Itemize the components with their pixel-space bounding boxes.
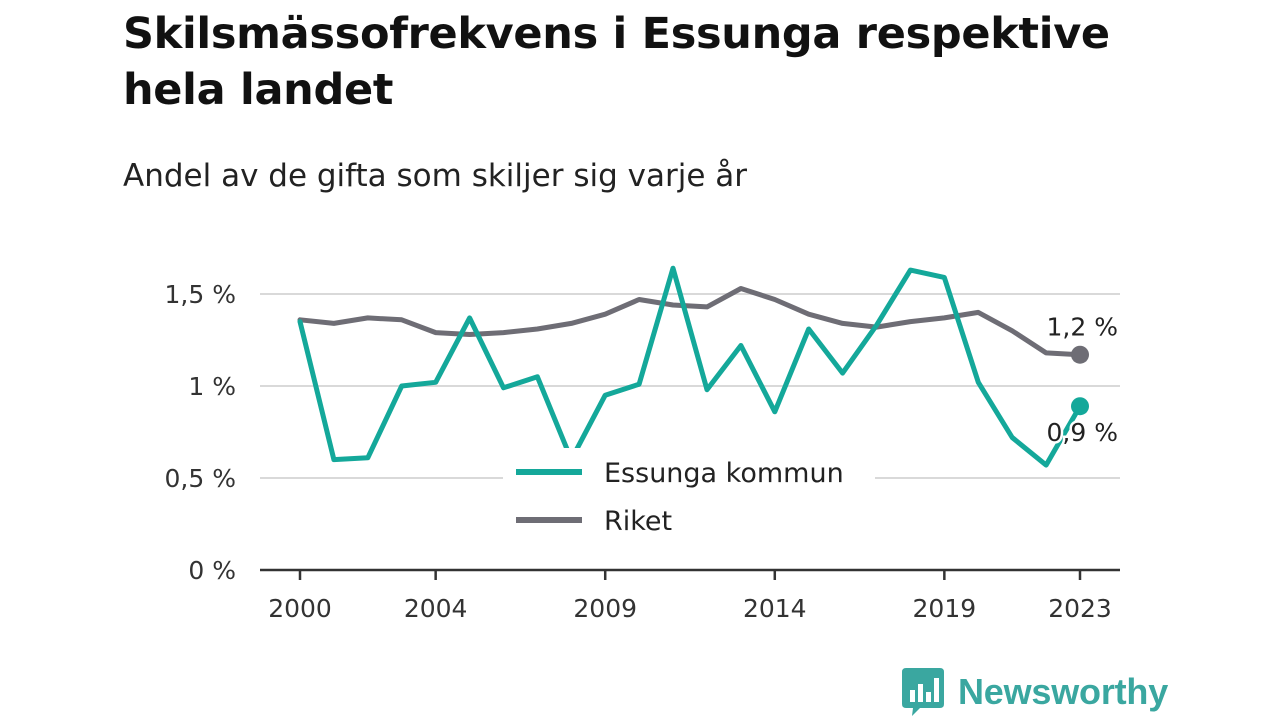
x-axis: 2000 2004 2009 2014 2019 2023 xyxy=(260,568,1120,623)
x-tick-label: 2023 xyxy=(1048,594,1112,623)
series-lines xyxy=(297,265,1083,468)
y-tick-label: 0 % xyxy=(188,556,236,585)
y-tick-label: 1 % xyxy=(188,372,236,401)
legend-label: Essunga kommun xyxy=(604,458,844,489)
series-line xyxy=(297,265,1083,468)
series-end-labels: 0,9 % 1,2 % xyxy=(1044,310,1120,450)
legend: Essunga kommun Riket xyxy=(503,448,875,548)
x-tick-label: 2009 xyxy=(573,594,637,623)
newsworthy-logo-icon xyxy=(902,668,944,716)
x-tick-label: 2004 xyxy=(404,594,468,623)
series-end-label: 1,2 % xyxy=(1047,313,1118,342)
x-tick-label: 2019 xyxy=(913,594,977,623)
series-line xyxy=(297,286,1083,358)
y-tick-label: 1,5 % xyxy=(165,280,236,309)
x-tick-label: 2014 xyxy=(743,594,807,623)
legend-label: Riket xyxy=(604,506,672,537)
series-end-marker xyxy=(1071,345,1089,364)
chart-title: Skilsmässofrekvens i Essunga respektive … xyxy=(123,9,1110,115)
brand-name: Newsworthy xyxy=(958,671,1169,712)
legend-background xyxy=(503,448,875,548)
y-axis-tick-labels: 0 % 0,5 % 1 % 1,5 % xyxy=(165,280,236,585)
series-end-marker xyxy=(1071,397,1089,416)
chart-subtitle: Andel av de gifta som skiljer sig varje … xyxy=(123,158,747,194)
y-tick-label: 0,5 % xyxy=(165,464,236,493)
brand-logo: Newsworthy xyxy=(902,668,1168,716)
x-tick-label: 2000 xyxy=(268,594,332,623)
series-end-label: 0,9 % xyxy=(1047,418,1118,447)
